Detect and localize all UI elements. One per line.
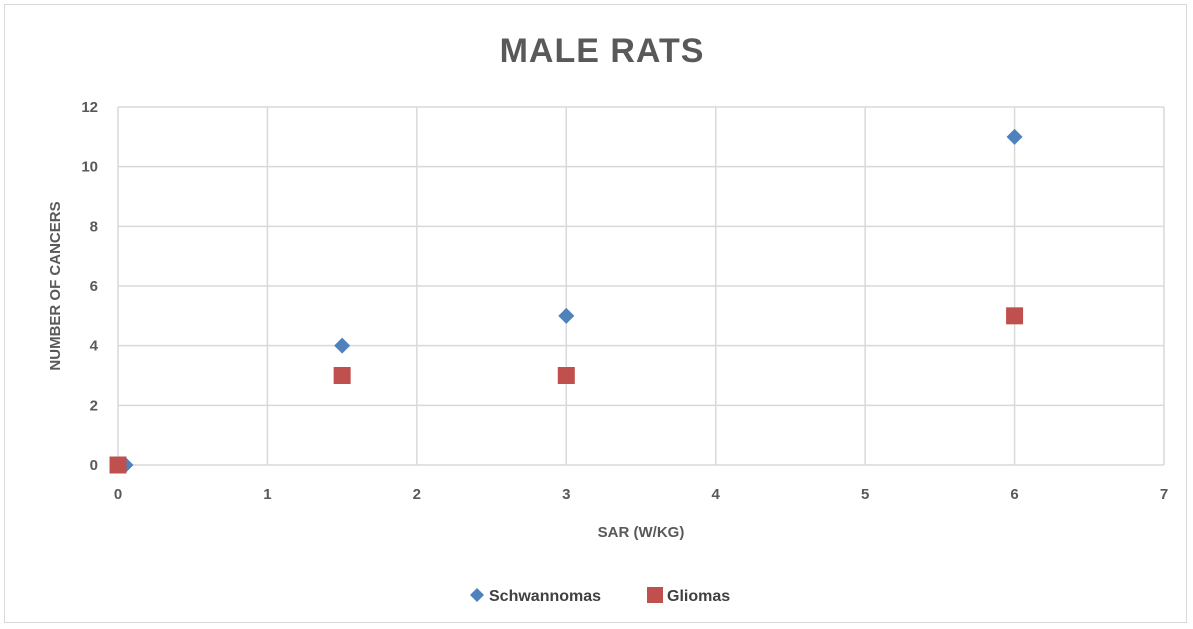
data-point-diamond xyxy=(1006,128,1023,145)
x-tick-label: 3 xyxy=(562,486,570,503)
data-point-square xyxy=(333,367,351,384)
data-point-diamond xyxy=(558,307,575,324)
data-point-square xyxy=(557,367,575,384)
data-point-square xyxy=(109,456,127,474)
data-point-diamond xyxy=(334,337,351,354)
chart-title: MALE RATS xyxy=(500,32,705,70)
legend-label-gliomas: Gliomas xyxy=(667,588,730,605)
y-tick-label: 4 xyxy=(90,338,99,355)
x-tick-label: 4 xyxy=(712,486,721,503)
legend-marker-gliomas xyxy=(647,587,663,603)
data-points xyxy=(109,128,1024,474)
x-tick-label: 1 xyxy=(263,486,271,503)
y-tick-label: 2 xyxy=(90,397,98,414)
y-tick-label: 12 xyxy=(81,99,98,116)
y-tick-label: 6 xyxy=(90,278,98,295)
gridlines xyxy=(117,106,1165,466)
legend-marker-schwannomas xyxy=(470,588,484,602)
x-tick-label: 2 xyxy=(413,486,421,503)
x-axis-ticks: 0 1 2 3 4 5 6 7 xyxy=(114,486,1168,503)
x-tick-label: 6 xyxy=(1010,486,1018,503)
y-axis-ticks: 0 2 4 6 8 10 12 xyxy=(81,99,98,474)
legend: Schwannomas Gliomas xyxy=(470,587,730,605)
x-tick-label: 7 xyxy=(1160,486,1168,503)
legend-label-schwannomas: Schwannomas xyxy=(489,588,601,605)
y-axis-label: NUMBER OF CANCERS xyxy=(47,201,64,370)
y-tick-label: 0 xyxy=(90,457,98,474)
y-tick-label: 10 xyxy=(81,159,98,176)
x-tick-label: 0 xyxy=(114,486,122,503)
data-point-square xyxy=(1006,307,1024,325)
series-gliomas xyxy=(109,307,1024,474)
x-axis-label: SAR (W/KG) xyxy=(598,524,685,541)
series-schwannomas xyxy=(117,128,1023,473)
x-tick-label: 5 xyxy=(861,486,869,503)
y-tick-label: 8 xyxy=(90,218,98,235)
